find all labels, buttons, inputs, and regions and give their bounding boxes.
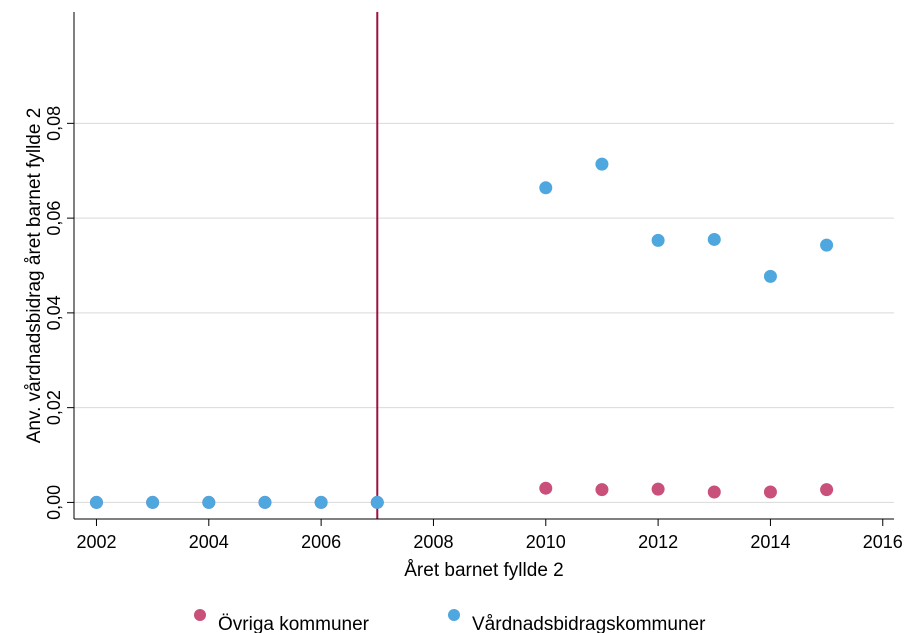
legend-label-vardnadsbidrag: Vårdnadsbidragskommuner [472, 614, 706, 633]
point-series1-2011 [595, 157, 609, 171]
x-tick-label-7: 2016 [863, 532, 903, 552]
point-series1-2003 [146, 495, 160, 509]
point-series0-2015 [820, 483, 834, 497]
point-series1-2010 [539, 181, 553, 195]
x-tick-label-2: 2006 [301, 532, 341, 552]
point-series1-2005 [258, 495, 272, 509]
x-tick-label-1: 2004 [189, 532, 229, 552]
point-series1-2007 [370, 495, 384, 509]
x-tick-label-6: 2014 [750, 532, 790, 552]
axes [73, 12, 894, 520]
x-axis-title: Året barnet fyllde 2 [404, 560, 563, 581]
point-series1-2002 [89, 495, 103, 509]
point-series1-2015 [820, 238, 834, 252]
y-axis-title: Anv. vårdnadsbidrag året barnet fyllde 2 [24, 108, 45, 444]
point-series1-2013 [707, 232, 721, 246]
x-tick-label-0: 2002 [76, 532, 116, 552]
legend-label-ovriga: Övriga kommuner [218, 614, 370, 633]
y-tick-label-3: 0,06 [44, 201, 64, 236]
point-series0-2010 [539, 481, 553, 495]
y-axis-ticks: 0,00 0,02 0,04 0,06 0,08 [44, 106, 74, 520]
x-tick-label-4: 2010 [526, 532, 566, 552]
point-series1-2012 [651, 233, 665, 247]
legend-marker-ovriga [194, 609, 206, 621]
point-series0-2011 [595, 483, 609, 497]
legend: Övriga kommuner Vårdnadsbidragskommuner [194, 609, 706, 633]
y-tick-label-4: 0,08 [44, 106, 64, 141]
point-series1-2014 [763, 269, 777, 283]
point-series0-2013 [707, 485, 721, 499]
y-tick-label-1: 0,02 [44, 390, 64, 425]
y-tick-label-0: 0,00 [44, 485, 64, 520]
legend-marker-vardnadsbidrag [448, 609, 460, 621]
y-tick-label-2: 0,04 [44, 295, 64, 330]
grid-lines [74, 122, 894, 503]
x-tick-label-5: 2012 [638, 532, 678, 552]
point-series0-2012 [651, 482, 665, 496]
data-points [89, 157, 834, 509]
point-series1-2006 [314, 495, 328, 509]
x-tick-label-3: 2008 [413, 532, 453, 552]
point-series1-2004 [202, 495, 216, 509]
point-series0-2014 [763, 485, 777, 499]
x-axis-ticks: 2002 2004 2006 2008 2010 2012 2014 2016 [76, 519, 903, 552]
